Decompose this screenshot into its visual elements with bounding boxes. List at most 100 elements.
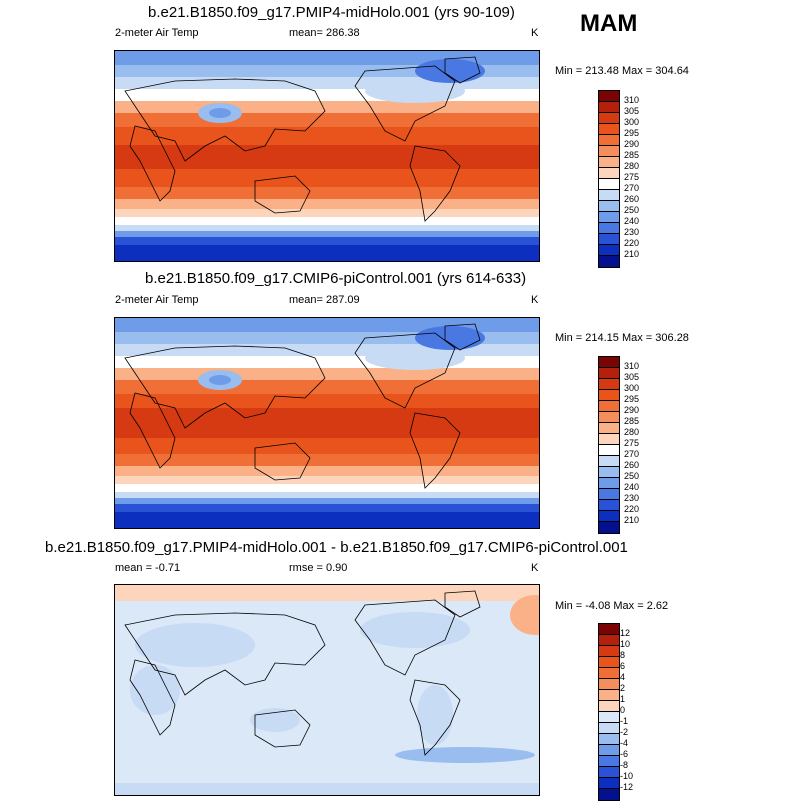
panel2-coastlines [124,323,481,489]
panel2-antarctic-band-1 [115,492,539,498]
panel3-colorbar-label: -8 [620,760,629,770]
panel2-title: b.e21.B1850.f09_g17.CMIP6-piControl.001 … [145,270,527,287]
panel2-s-midlat-band-2 [115,476,539,484]
panel2-africa-outline [129,392,176,469]
panel2-samerica-outline [409,412,461,489]
panel1-colorbar-label: 240 [624,216,640,226]
panel2-colorbar-label: 300 [624,383,640,393]
panel1-mean: mean= 286.38 [289,27,360,39]
panel2-colorbar-box [599,423,619,434]
panel1-greenland-outline [444,56,481,84]
panel1-variable-label: 2-meter Air Temp [115,27,199,39]
panel3-arctic-warm-band [115,585,539,601]
panel1-title: b.e21.B1850.f09_g17.PMIP4-midHolo.001 (y… [148,4,515,21]
panel2-s-midlat-band-1 [115,466,539,476]
panel1-eurasia-outline [124,78,326,162]
panel1-colorbar-label: 300 [624,117,640,127]
panel1-antarctic-band-1 [115,225,539,231]
panel1-s-midlat-band-1 [115,199,539,209]
panel2-colorbar-box [599,467,619,478]
panel2-greenland-cold [415,326,485,350]
panel3-colorbar-box [599,723,619,734]
panel2-colorbar-box [599,511,619,522]
panel3-samerica-outline [409,679,461,756]
panel3-colorbar-box [599,646,619,657]
panel3-eurasia-outline [124,612,326,696]
panel2-colorbar-box [599,357,619,368]
panel2-variable-label: 2-meter Air Temp [115,294,199,306]
panel2-colorbar-label: 275 [624,438,640,448]
panel2-colorbar-box [599,401,619,412]
panel3-colorbar-label: -1 [620,716,629,726]
panel2-colorbar-box [599,456,619,467]
panel1-colorbar-label: 290 [624,139,640,149]
panel2-colorbar-box [599,522,619,533]
panel2-colorbar-box [599,434,619,445]
panel1-colorbar-box [599,190,619,201]
panel1-colorbar-box [599,179,619,190]
panel1-colorbar-box [599,146,619,157]
panel3-colorbar-label: 6 [620,661,626,671]
panel1-antarctic-band-3 [115,237,539,245]
panel1-greenland-cold [415,59,485,83]
panel2-colorbar-label: 270 [624,449,640,459]
panel2-minmax: Min = 214.15 Max = 306.28 [555,332,689,344]
panel2-colorbar-label: 210 [624,515,640,525]
panel2-midlat-band-1 [115,356,539,368]
panel2-antarctic-band-2 [115,498,539,504]
panel2-mean: mean= 287.09 [289,294,360,306]
panel1-colorbar-box [599,168,619,179]
panel1-colorbar-label: 230 [624,227,640,237]
panel1-colorbar-label: 210 [624,249,640,259]
panel2-namerica-cold [365,346,465,370]
panel3-colorbar-box [599,624,619,635]
panel1-australia-outline [254,175,311,214]
panel2-map-svg [115,318,539,528]
panel3-colorbar-box [599,679,619,690]
panel2-colorbar-label: 250 [624,471,640,481]
panel1-colorbar-label: 305 [624,106,640,116]
panel3-minmax: Min = -4.08 Max = 2.62 [555,600,669,612]
panel1-colorbar-box [599,201,619,212]
panel3-colorbar-label: -12 [620,782,634,792]
panel2-colorbar-label: 290 [624,405,640,415]
panel3-namerica-cool [360,612,470,648]
panel3-colorbar-label: 8 [620,650,626,660]
panel3-title: b.e21.B1850.f09_g17.PMIP4-midHolo.001 - … [45,539,628,556]
panel1-colorbar-label: 220 [624,238,640,248]
panel1-midlat-band-1 [115,89,539,101]
panel1-s-midlat-band-2 [115,209,539,217]
panel1-equator-band [115,145,539,169]
panel2-colorbar-box [599,390,619,401]
panel1-colorbar-box [599,124,619,135]
panel3-southern-ocean-cool [395,747,535,763]
panel3-colorbar-box [599,734,619,745]
panel2-s-subtrop-band [115,454,539,466]
panel3-colorbar-label: -6 [620,749,629,759]
panel1-s-subtrop-band [115,187,539,199]
panel2-colorbar-label: 285 [624,416,640,426]
panel2-colorbar-box [599,500,619,511]
panel3-antarctic-band [115,783,539,795]
panel3-colorbar-box [599,657,619,668]
panel3-namerica-outline [354,599,456,676]
panel2-australia-outline [254,442,311,481]
panel1-namerica-outline [354,65,456,142]
panel1-colorbar-label: 310 [624,95,640,105]
panel2-colorbar-box [599,445,619,456]
panel1-map-svg [115,51,539,261]
panel2-units: K [531,294,539,306]
panel3-colorbar-label: 12 [620,628,631,638]
panel3-africa-outline [129,659,176,736]
panel1-units: K [531,27,539,39]
panel2-colorbar-label: 280 [624,427,640,437]
panel3-map-svg [115,585,539,795]
panel2-colorbar-box [599,379,619,390]
panel2-namerica-outline [354,332,456,409]
panel3-units: K [531,562,539,574]
panel3-samerica-cool [417,685,453,745]
panel3-colorbar-label: 10 [620,639,631,649]
panel1-minmax: Min = 213.48 Max = 304.64 [555,65,689,77]
panel3-asia-cool [135,623,255,667]
panel2-equator-band [115,408,539,438]
